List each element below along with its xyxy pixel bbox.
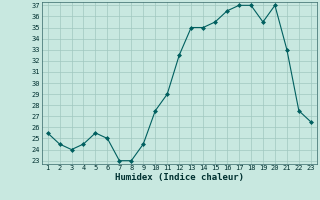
X-axis label: Humidex (Indice chaleur): Humidex (Indice chaleur) bbox=[115, 173, 244, 182]
